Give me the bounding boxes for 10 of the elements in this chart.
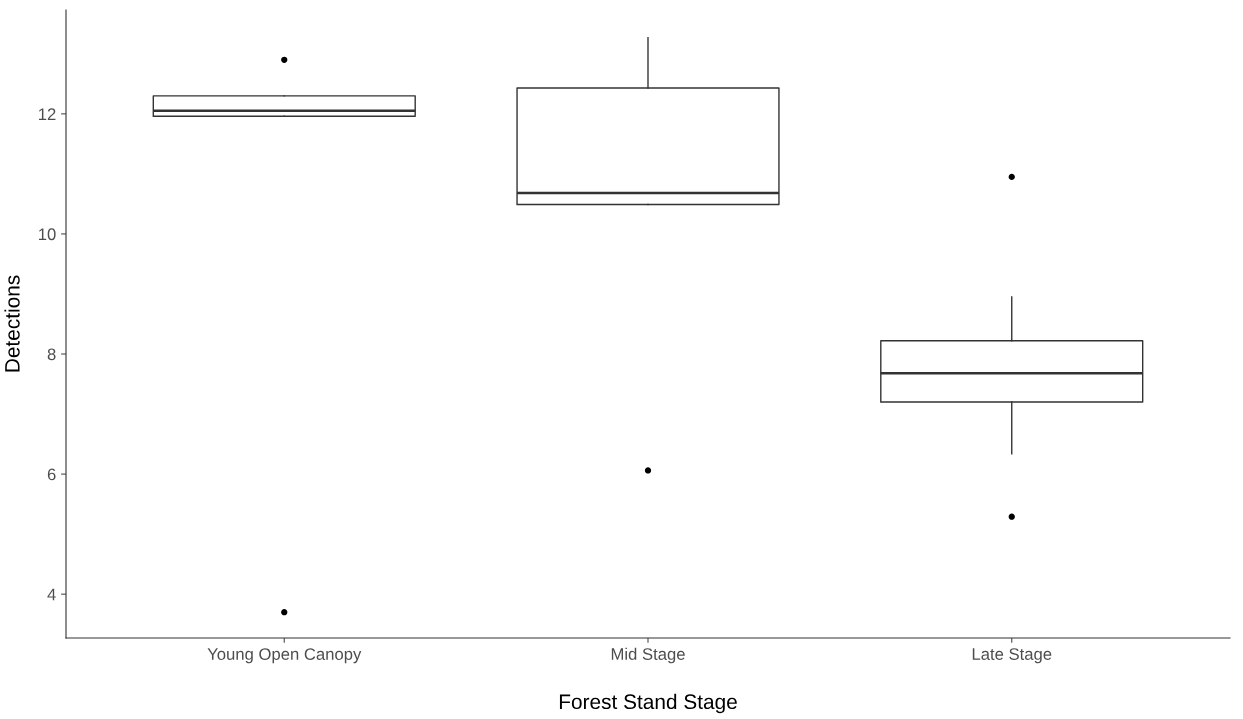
x-tick-label: Mid Stage [611, 647, 685, 664]
y-axis-title: Detections [4, 275, 20, 372]
y-tick-label: 10 [39, 228, 56, 241]
y-tick-label: 8 [47, 348, 56, 361]
y-tick-label: 12 [39, 108, 56, 120]
x-tick-label: Late Stage [972, 648, 1052, 664]
y-tick-label: 4 [47, 588, 56, 601]
x-tick-label: Young Open Canopy [207, 648, 362, 664]
y-tick-label: 6 [47, 468, 56, 481]
x-axis-title: Forest Stand Stage [559, 693, 737, 714]
